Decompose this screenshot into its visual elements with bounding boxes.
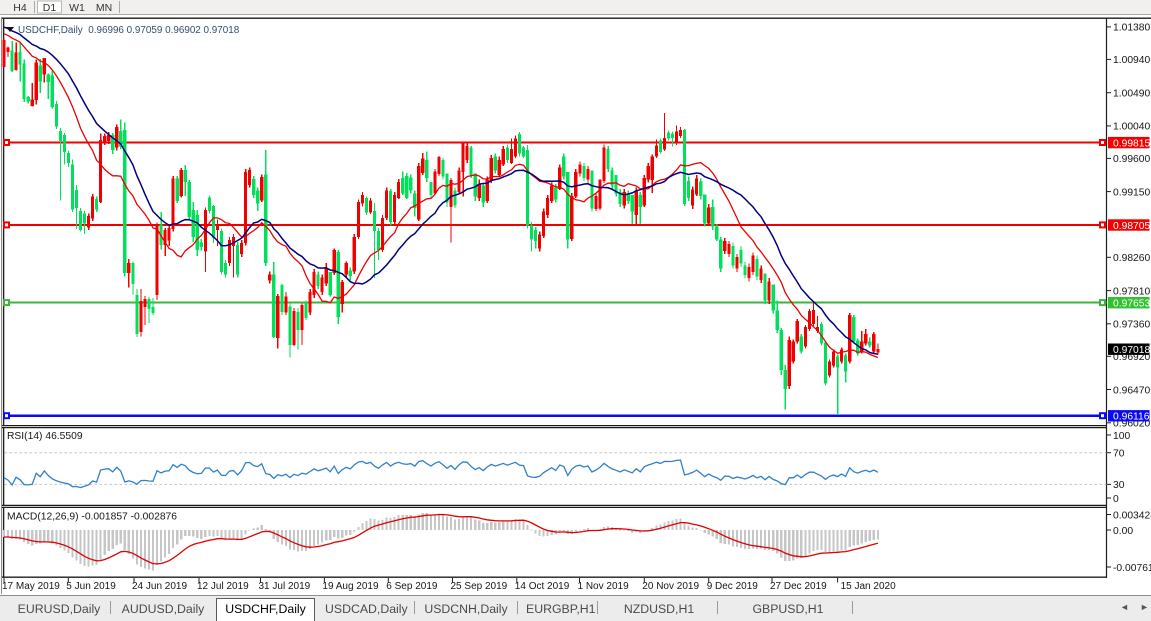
svg-text:0.97810: 0.97810 — [1113, 286, 1150, 297]
svg-text:31 Jul 2019: 31 Jul 2019 — [259, 581, 311, 592]
svg-text:1 Nov 2019: 1 Nov 2019 — [578, 581, 630, 592]
svg-text:6 Sep 2019: 6 Sep 2019 — [386, 581, 438, 592]
svg-text:1.01380: 1.01380 — [1113, 23, 1150, 34]
svg-text:MACD(12,26,9) -0.001857 -0.002: MACD(12,26,9) -0.001857 -0.002876 — [7, 512, 177, 523]
svg-text:1.00490: 1.00490 — [1113, 89, 1150, 100]
svg-text:0.96116: 0.96116 — [1113, 412, 1150, 423]
svg-text:0.003428: 0.003428 — [1113, 510, 1151, 521]
svg-text:25 Sep 2019: 25 Sep 2019 — [451, 581, 508, 592]
svg-text:H4: H4 — [13, 2, 27, 14]
svg-text:17 May 2019: 17 May 2019 — [2, 581, 60, 592]
svg-text:0.97018: 0.97018 — [1113, 345, 1150, 356]
svg-text:0.99150: 0.99150 — [1113, 187, 1150, 198]
svg-text:0.99815: 0.99815 — [1113, 138, 1150, 149]
svg-text:0.98705: 0.98705 — [1113, 221, 1150, 232]
svg-text:19 Aug 2019: 19 Aug 2019 — [322, 581, 379, 592]
svg-text:100: 100 — [1113, 431, 1130, 442]
svg-text:20 Nov 2019: 20 Nov 2019 — [642, 581, 699, 592]
svg-text:0.97360: 0.97360 — [1113, 320, 1150, 331]
svg-text:14 Oct 2019: 14 Oct 2019 — [515, 581, 570, 592]
svg-text:1.00040: 1.00040 — [1113, 122, 1150, 133]
svg-text:27 Dec 2019: 27 Dec 2019 — [770, 581, 827, 592]
svg-text:RSI(14) 46.5509: RSI(14) 46.5509 — [7, 431, 83, 442]
svg-text:0.96920: 0.96920 — [1113, 352, 1150, 363]
svg-text:1.00940: 1.00940 — [1113, 55, 1150, 66]
svg-text:MN: MN — [96, 2, 112, 14]
svg-text:70: 70 — [1113, 449, 1125, 460]
svg-text:-0.007615: -0.007615 — [1113, 563, 1151, 574]
svg-text:W1: W1 — [69, 2, 85, 14]
svg-text:30: 30 — [1113, 480, 1125, 491]
svg-text:0.96020: 0.96020 — [1113, 419, 1150, 430]
svg-text:9 Dec 2019: 9 Dec 2019 — [707, 581, 759, 592]
svg-text:USDCHF,Daily 0.96996 0.97059: USDCHF,Daily 0.96996 0.97059 0.96902 0.9… — [18, 25, 240, 36]
svg-text:0.00: 0.00 — [1113, 526, 1133, 537]
svg-text:D1: D1 — [43, 2, 57, 14]
svg-text:15 Jan 2020: 15 Jan 2020 — [841, 581, 896, 592]
svg-text:0.98260: 0.98260 — [1113, 253, 1150, 264]
svg-text:12 Jul 2019: 12 Jul 2019 — [197, 581, 249, 592]
svg-text:0.99600: 0.99600 — [1113, 154, 1150, 165]
svg-text:0.97653: 0.97653 — [1113, 299, 1150, 310]
svg-text:24 Jun 2019: 24 Jun 2019 — [132, 581, 187, 592]
svg-text:5 Jun 2019: 5 Jun 2019 — [66, 581, 116, 592]
svg-text:0: 0 — [1113, 494, 1119, 505]
svg-text:0.96470: 0.96470 — [1113, 385, 1150, 396]
